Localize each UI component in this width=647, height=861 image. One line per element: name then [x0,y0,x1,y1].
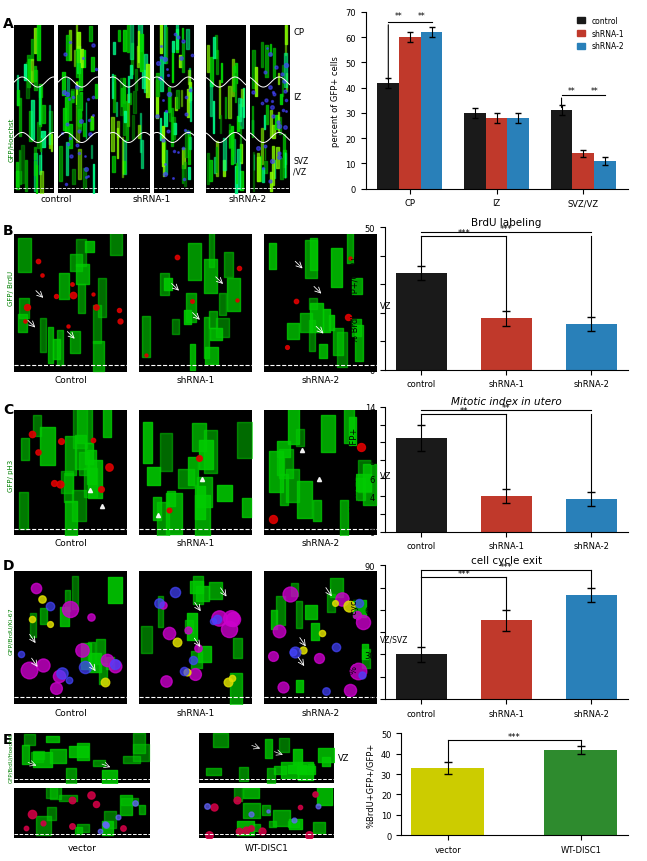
Bar [464,114,486,189]
Text: WT-DISC1: WT-DISC1 [245,843,289,852]
Bar [421,33,443,189]
Bar [481,497,532,532]
Text: **: ** [417,12,425,22]
Y-axis label: % BrdU+GFP+/GFP+: % BrdU+GFP+/GFP+ [350,256,359,343]
Text: ***: *** [508,732,521,740]
Text: vector: vector [68,843,96,852]
Text: shRNA-2: shRNA-2 [229,195,267,204]
Text: VZ/SVZ: VZ/SVZ [380,635,409,644]
Bar [377,84,399,189]
Text: shRNA-1: shRNA-1 [177,376,215,385]
Title: BrdU labeling: BrdU labeling [471,217,542,227]
Y-axis label: %BrdU+GFP+/GFP+: %BrdU+GFP+/GFP+ [366,742,375,827]
Text: **: ** [568,87,576,96]
Text: **: ** [459,407,468,416]
Text: IZ: IZ [293,93,302,102]
Bar [565,325,617,370]
Text: A: A [3,17,14,31]
Bar [544,750,617,835]
Bar [396,274,447,370]
Text: ***: *** [457,570,470,579]
Bar [507,119,529,189]
Text: shRNA-1: shRNA-1 [177,709,215,717]
Text: ***: *** [500,225,512,233]
Bar [565,595,617,699]
Text: Control: Control [54,709,87,717]
Legend: control, shRNA-1, shRNA-2: control, shRNA-1, shRNA-2 [577,16,624,52]
Text: ***: *** [500,562,512,572]
Text: CP: CP [293,28,304,37]
Bar [481,621,532,699]
Text: VZ: VZ [338,753,349,762]
Text: B: B [3,224,14,238]
Bar [573,154,594,189]
Y-axis label: % exiting cell cycle: % exiting cell cycle [350,592,359,673]
Bar [594,162,616,189]
Text: VZ: VZ [380,301,392,310]
Text: shRNA-2: shRNA-2 [302,376,340,385]
Text: control: control [41,195,72,204]
Text: shRNA-1: shRNA-1 [177,539,215,548]
Text: SVZ
/VZ: SVZ /VZ [293,157,309,177]
Y-axis label: % pH3+GFP+/GFP+: % pH3+GFP+/GFP+ [350,428,359,511]
Text: E: E [3,732,13,746]
Text: GFP/ BrdU: GFP/ BrdU [8,271,14,306]
Bar [396,654,447,699]
Bar [411,768,485,835]
Bar [481,319,532,370]
Text: GFP/BrdU/Ki-67: GFP/BrdU/Ki-67 [8,607,13,654]
Text: D: D [3,558,15,572]
Y-axis label: percent of GFP+ cells: percent of GFP+ cells [331,56,340,146]
Text: shRNA-2: shRNA-2 [302,709,340,717]
Text: VZ: VZ [380,471,392,480]
Text: GFP/BrdU/Hoechst: GFP/BrdU/Hoechst [8,733,13,783]
Text: GFP/ pH3: GFP/ pH3 [8,460,14,492]
Text: shRNA-1: shRNA-1 [133,195,171,204]
Text: shRNA-2: shRNA-2 [302,539,340,548]
Text: **: ** [395,12,402,22]
Text: ***: *** [457,229,470,238]
Text: Control: Control [54,376,87,385]
Text: **: ** [591,87,598,96]
Text: C: C [3,403,14,417]
Bar [565,499,617,532]
Bar [551,111,573,189]
Text: GFP/Hoechst: GFP/Hoechst [8,118,15,162]
Bar [399,38,421,189]
Text: **: ** [502,404,510,412]
Title: Mitotic index in utero: Mitotic index in utero [451,396,562,406]
Bar [396,438,447,532]
Bar [486,119,507,189]
Text: Control: Control [54,539,87,548]
Title: cell cycle exit: cell cycle exit [471,554,542,565]
